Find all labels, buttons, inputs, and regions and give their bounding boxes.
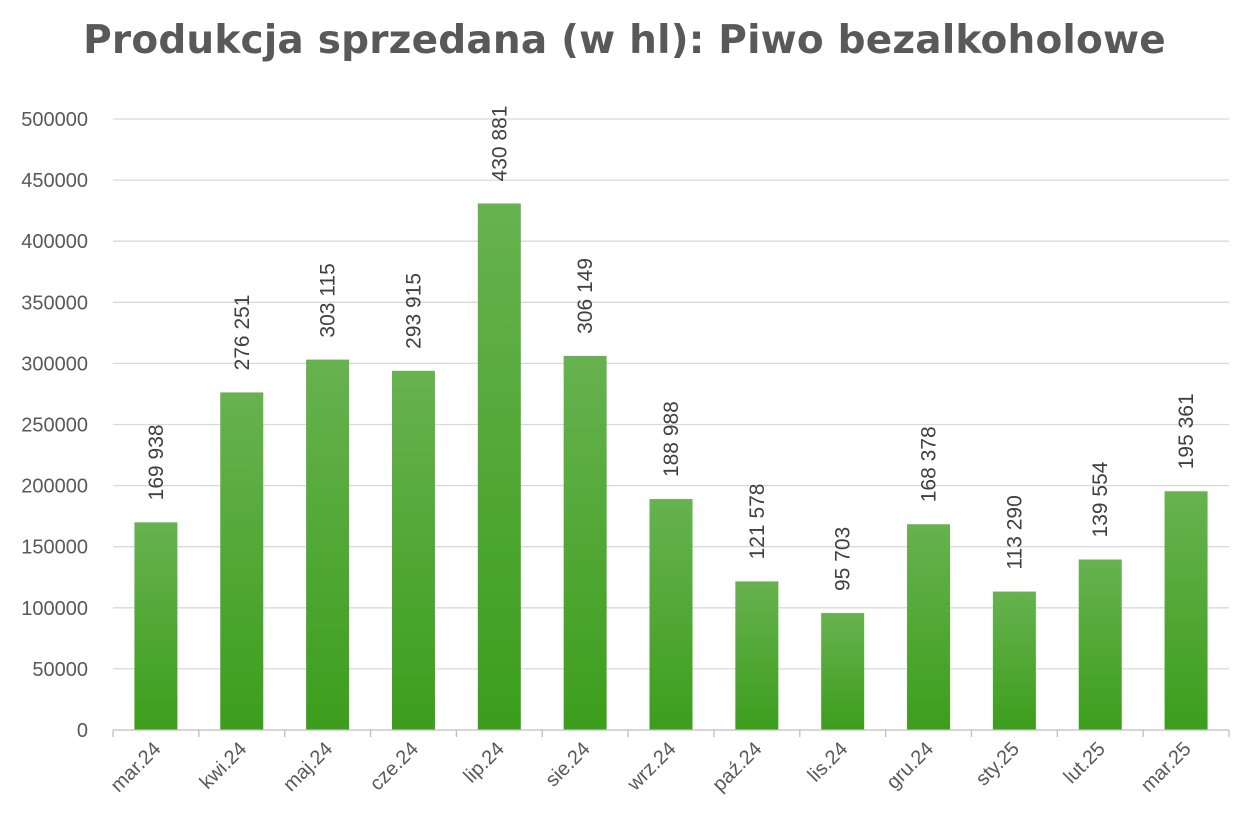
data-label: 168 378 [918, 426, 941, 502]
y-tick-label: 400000 [21, 231, 88, 253]
bars [134, 203, 1208, 730]
data-label: 113 290 [1003, 495, 1026, 569]
x-tick-label: sie.24 [541, 738, 594, 791]
y-tick-label: 100000 [21, 598, 88, 620]
x-tick-label: lip.24 [459, 738, 508, 787]
y-axis-ticks: 0 50000 100000 150000 200000 250000 300000 3500… [21, 109, 88, 742]
x-axis [112, 729, 1230, 737]
y-tick-label: 300000 [21, 353, 88, 375]
bar-maj.24 [306, 359, 350, 730]
bar-gru.24 [907, 524, 951, 730]
x-tick-label: mar.24 [107, 738, 166, 797]
bar-mar.25 [1164, 491, 1208, 730]
data-label: 195 361 [1175, 393, 1198, 469]
data-label: 121 578 [746, 484, 769, 560]
x-tick-label: mar.25 [1137, 738, 1196, 797]
data-label: 95 703 [832, 527, 855, 591]
x-tick-label: cze.24 [366, 738, 423, 795]
x-tick-label: sty.25 [972, 738, 1024, 790]
data-label: 430 881 [488, 106, 511, 182]
y-tick-label: 350000 [21, 292, 88, 314]
x-tick-label: gru.24 [882, 738, 938, 794]
y-tick-label: 200000 [21, 476, 88, 498]
bar-lut.25 [1078, 559, 1122, 730]
data-label: 303 115 [317, 263, 340, 337]
y-tick-label: 500000 [21, 109, 88, 131]
x-axis-ticks: mar.24 kwi.24 maj.24 cze.24 lip.24 sie.24 wrz.… [107, 738, 1196, 797]
data-label: 276 251 [231, 294, 254, 370]
bar-paź.24 [735, 581, 779, 730]
y-tick-label: 250000 [21, 415, 88, 437]
y-tick-label: 450000 [21, 170, 88, 192]
bar-lis.24 [821, 613, 865, 730]
data-label: 139 554 [1089, 461, 1112, 537]
y-tick-label: 50000 [32, 659, 88, 681]
bar-lip.24 [477, 203, 521, 730]
bar-sty.25 [992, 591, 1036, 730]
x-tick-label: lis.24 [804, 738, 853, 787]
data-label: 306 149 [574, 258, 597, 334]
bar-mar.24 [134, 522, 178, 730]
x-tick-label: wrz.24 [623, 738, 681, 796]
data-labels: 169 938 276 251 303 115 293 915 430 881 306 1… [145, 106, 1198, 592]
bar-wrz.24 [649, 499, 693, 730]
bar-cze.24 [391, 370, 435, 730]
data-label: 188 988 [660, 401, 683, 477]
data-label: 169 938 [145, 424, 168, 500]
y-tick-label: 0 [77, 720, 88, 742]
chart-title: Produkcja sprzedana (w hl): Piwo bezalko… [83, 18, 1166, 63]
bar-kwi.24 [220, 392, 264, 730]
x-tick-label: paź.24 [708, 738, 766, 796]
x-tick-label: kwi.24 [196, 738, 252, 794]
y-tick-label: 150000 [21, 537, 88, 559]
x-tick-label: lut.25 [1060, 738, 1110, 788]
x-tick-label: maj.24 [279, 738, 337, 796]
data-label: 293 915 [402, 273, 425, 349]
bar-sie.24 [563, 355, 607, 730]
